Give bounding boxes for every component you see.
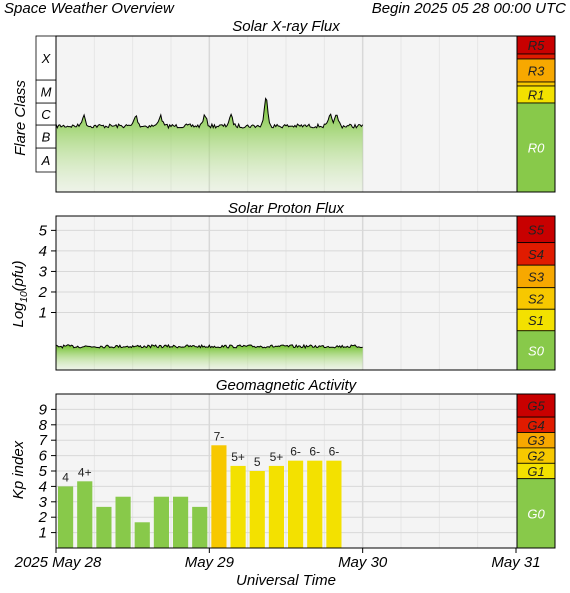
- begin-time: Begin 2025 05 28 00:00 UTC: [372, 0, 566, 17]
- page-title: Space Weather Overview: [4, 0, 175, 17]
- proton-plot-area: [56, 216, 555, 370]
- geomag-scale-label: G0: [527, 506, 545, 521]
- flare-class-label: A: [41, 153, 51, 168]
- kp-bar: [211, 445, 227, 548]
- kp-bar-label: 6-: [290, 445, 301, 459]
- proton-panel-title: Solar Proton Flux: [228, 200, 344, 217]
- geomag-ytick-label: 9: [39, 401, 48, 418]
- xray-scale-cell: [516, 53, 556, 60]
- x-tick-label: May 31: [491, 554, 540, 571]
- xray-scale-label: R0: [528, 141, 545, 156]
- geomag-ytick-label: 4: [39, 478, 47, 495]
- kp-bar: [153, 496, 169, 548]
- xray-scale-cell: [516, 102, 556, 193]
- proton-flux-line: [55, 343, 363, 350]
- geomag-ytick-label: 8: [39, 417, 48, 434]
- x-tick-label: May 29: [185, 554, 235, 571]
- kp-bar: [134, 522, 150, 548]
- kp-bar: [115, 496, 131, 548]
- geomag-ytick-label: 2: [38, 509, 48, 526]
- flare-class-label: B: [42, 130, 51, 145]
- proton-ytick-label: 5: [39, 222, 48, 239]
- kp-bar: [268, 465, 284, 548]
- kp-bar: [249, 471, 265, 548]
- geomag-frame: [55, 393, 556, 549]
- kp-bar-label: 7-: [214, 429, 225, 443]
- kp-bar: [96, 506, 112, 548]
- kp-bar: [58, 486, 74, 548]
- geomag-ytick-label: 1: [39, 525, 47, 542]
- kp-bar-label: 5+: [270, 450, 284, 464]
- xray-flux-area: [56, 98, 363, 192]
- proton-ytick-label: 3: [39, 263, 48, 280]
- proton-ytick-label: 4: [39, 243, 47, 260]
- xray-scale-label: R3: [528, 64, 545, 79]
- kp-bar: [77, 481, 93, 548]
- kp-bar-label: 4+: [78, 465, 92, 479]
- geomag-ytick-label: 7: [39, 432, 48, 449]
- kp-bar-label: 4: [62, 470, 69, 484]
- proton-scale-cell: [516, 330, 556, 371]
- xray-scale-label: R5: [528, 38, 545, 53]
- geomag-scale-label: G4: [527, 418, 544, 433]
- kp-bar: [192, 506, 208, 548]
- proton-scale-label: S2: [528, 291, 545, 306]
- proton-panel: 1 2 3 4 5 S5 S4 S3 S2 S1 S0: [38, 215, 556, 371]
- geomag-ylabel: Kp index: [10, 440, 27, 499]
- proton-scale-label: S5: [528, 222, 545, 237]
- kp-bar: [307, 460, 323, 548]
- xray-panel-title: Solar X-ray Flux: [232, 18, 340, 35]
- flare-class-label: X: [41, 51, 52, 66]
- geomag-scale-label: G2: [527, 449, 545, 464]
- xray-scale-label: R1: [528, 88, 545, 103]
- kp-bar: [173, 496, 189, 548]
- proton-ylabel: Log10(pfu): [10, 260, 30, 327]
- geomag-scale-label: G3: [527, 433, 545, 448]
- kp-bar: [326, 460, 342, 548]
- geomag-scale-label: G5: [527, 399, 545, 414]
- x-axis: 2025 May 28 May 29 May 30 May 31: [14, 548, 541, 571]
- x-tick-label: May 30: [338, 554, 388, 571]
- geomag-ytick-label: 3: [39, 494, 48, 511]
- kp-bar-label: 6-: [309, 445, 320, 459]
- geomag-scale-label: G1: [527, 464, 544, 479]
- geomag-panel-title: Geomagnetic Activity: [216, 377, 358, 394]
- xray-ylabel: Flare Class: [12, 80, 29, 156]
- kp-bar-label: 5: [254, 455, 261, 469]
- proton-scale-label: S1: [528, 313, 544, 328]
- kp-bar-label: 5+: [231, 450, 245, 464]
- xray-scale-cell: [516, 81, 556, 87]
- proton-ytick-label: 1: [39, 305, 47, 322]
- geomag-ytick-label: 5: [39, 463, 48, 480]
- proton-scale-label: S0: [528, 343, 545, 358]
- flare-class-label: M: [41, 85, 52, 100]
- proton-flux-area: [56, 344, 363, 370]
- kp-bar-label: 6-: [329, 445, 340, 459]
- x-axis-label: Universal Time: [236, 572, 336, 588]
- flare-class-label: C: [41, 107, 51, 122]
- kp-bar: [288, 460, 304, 548]
- xray-flux-line: [55, 97, 364, 130]
- geomag-ytick-label: 6: [39, 448, 48, 465]
- proton-ytick-label: 2: [38, 284, 48, 301]
- proton-scale-label: S4: [528, 247, 544, 262]
- proton-scale-label: S3: [528, 269, 545, 284]
- kp-bar: [230, 465, 246, 548]
- xray-frame: [55, 35, 556, 193]
- proton-scale-cell: [516, 215, 556, 244]
- proton-frame: [55, 215, 556, 371]
- x-tick-label: 2025 May 28: [14, 554, 102, 571]
